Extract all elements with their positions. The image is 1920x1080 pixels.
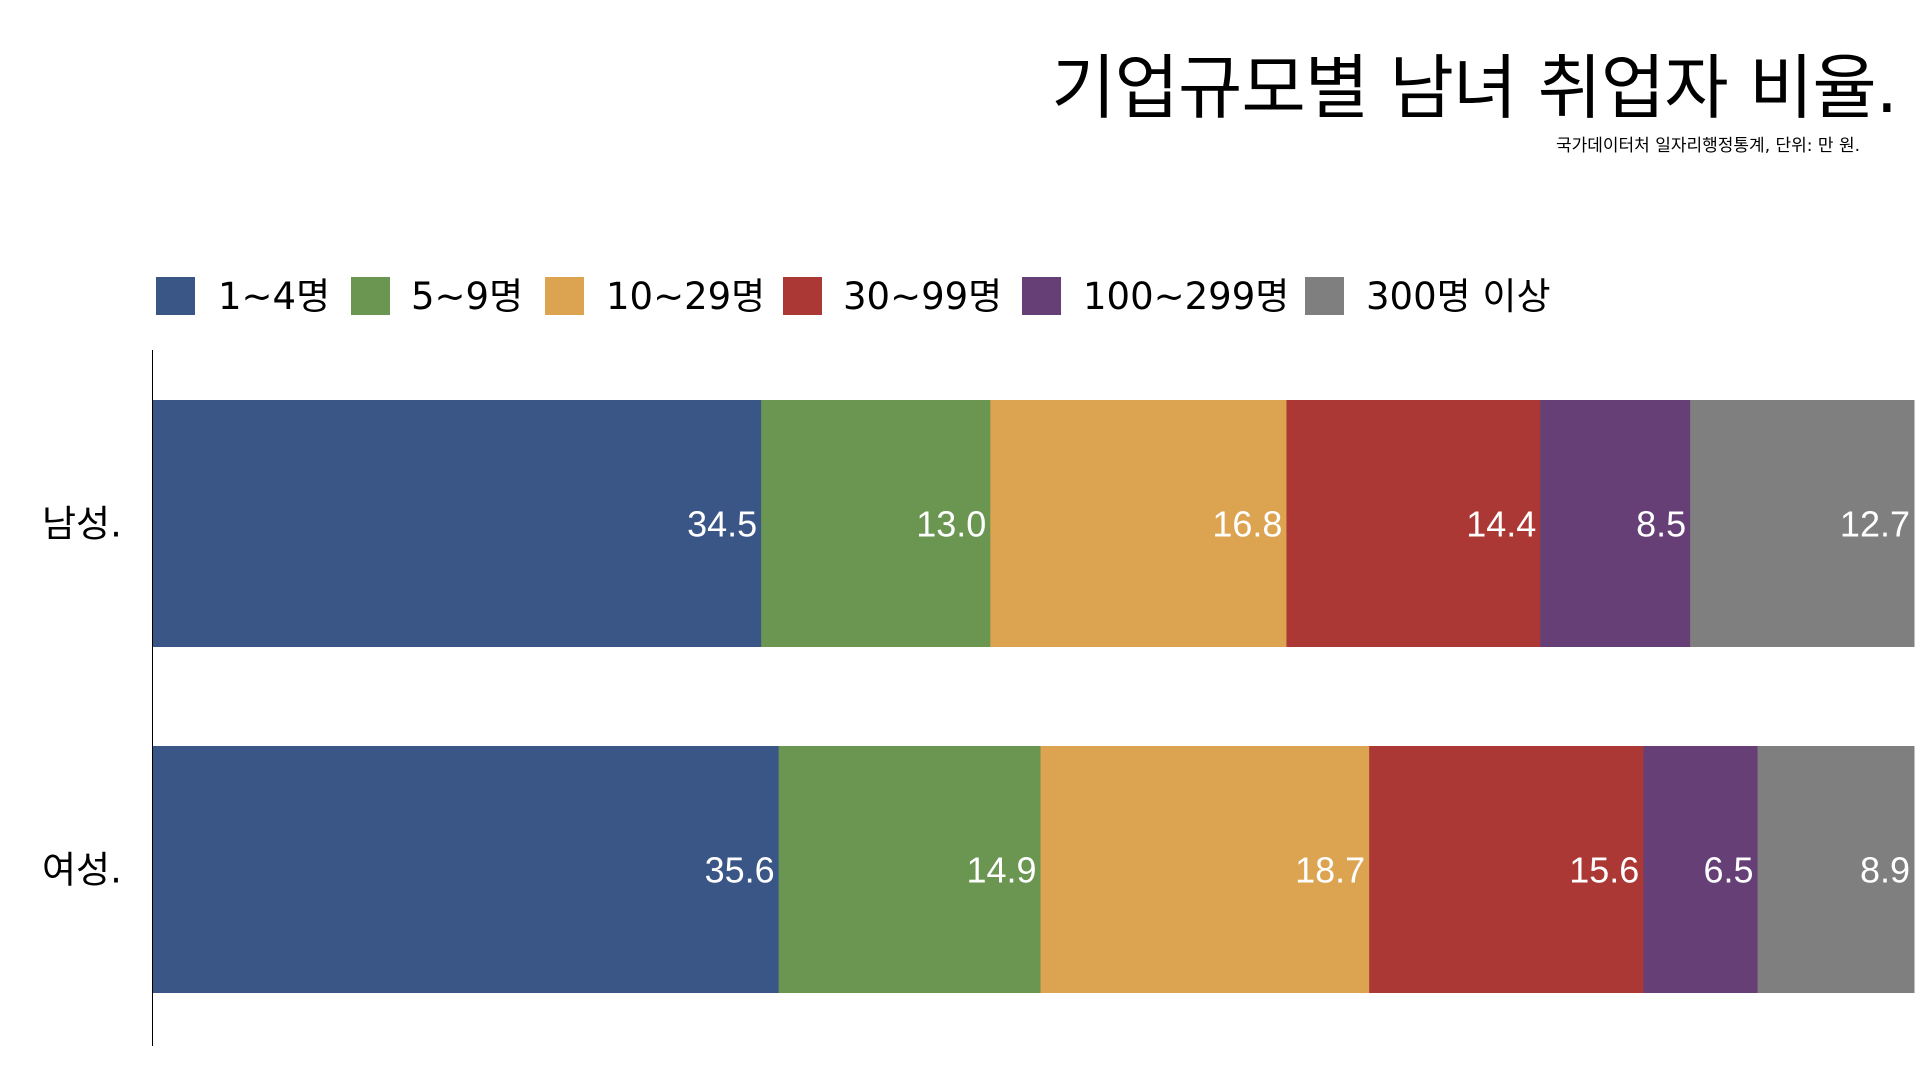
legend: 1~4명 5~9명 10~29명 30~99명 100~299명 300명 이상 (156, 275, 1551, 318)
legend-label-3: 10~29명 (606, 275, 765, 318)
bar-segment-1-2 (761, 400, 991, 647)
legend-swatch-1 (156, 277, 195, 315)
bar-segment-2-1 (153, 746, 780, 993)
plot-area: 34.5 13.0 16.8 14.4 8.5 12.7 35.6 14.9 18.7 15.6 6… (153, 400, 1915, 993)
category-label-1: 남성. (42, 503, 122, 546)
data-label-1-3: 16.8 (1212, 504, 1282, 545)
bar-segment-1-1 (153, 400, 762, 647)
data-label-2-4: 15.6 (1569, 850, 1639, 891)
bar-segment-2-5 (1643, 746, 1759, 993)
legend-label-2: 5~9명 (411, 275, 523, 318)
data-label-1-2: 13.0 (916, 504, 986, 545)
legend-label-4: 30~99명 (843, 275, 1002, 318)
bar-segment-2-6 (1757, 746, 1915, 993)
bar-segment-2-4 (1369, 746, 1644, 993)
bar-segment-1-4 (1286, 400, 1541, 647)
data-label-1-4: 14.4 (1466, 504, 1536, 545)
legend-swatch-5 (1022, 277, 1061, 315)
legend-label-1: 1~4명 (218, 275, 330, 318)
bar-segment-2-2 (778, 746, 1042, 993)
legend-swatch-4 (783, 277, 822, 315)
data-label-2-2: 14.9 (966, 850, 1036, 891)
data-label-2-5: 6.5 (1704, 850, 1754, 891)
category-labels: 남성. 여성. (42, 503, 122, 892)
data-label-1-1: 34.5 (687, 504, 757, 545)
bar-segment-1-6 (1690, 400, 1915, 647)
chart-title: 기업규모별 남녀 취업자 비율. (1051, 47, 1898, 129)
legend-label-6: 300명 이상 (1366, 275, 1551, 318)
data-label-2-3: 18.7 (1295, 850, 1365, 891)
data-label-1-6: 12.7 (1840, 504, 1910, 545)
data-label-2-6: 8.9 (1860, 850, 1910, 891)
legend-label-5: 100~299명 (1083, 275, 1289, 318)
legend-swatch-6 (1305, 277, 1344, 315)
category-label-2: 여성. (42, 849, 122, 892)
data-label-2-1: 35.6 (705, 850, 775, 891)
chart-subtitle: 국가데이터처 일자리행정통계, 단위: 만 원. (1555, 136, 1860, 156)
legend-swatch-2 (351, 277, 390, 315)
bar-segment-1-5 (1540, 400, 1691, 647)
data-label-1-5: 8.5 (1636, 504, 1686, 545)
bar-segment-1-3 (990, 400, 1287, 647)
bar-segment-2-3 (1040, 746, 1370, 993)
legend-swatch-3 (545, 277, 584, 315)
